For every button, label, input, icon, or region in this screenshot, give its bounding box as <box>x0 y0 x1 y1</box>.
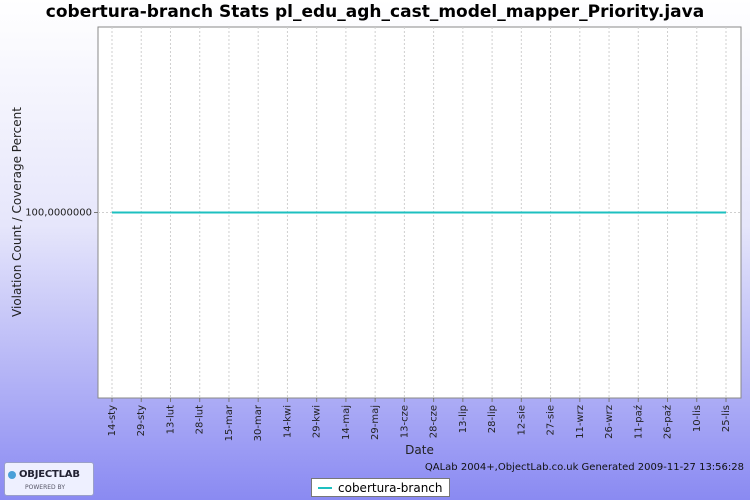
y-tick-label: 100,0000000 <box>25 208 92 219</box>
objectlab-logo: OBJECTLAB POWERED BY <box>4 462 94 496</box>
chart-title: cobertura-branch Stats pl_edu_agh_cast_m… <box>45 2 705 22</box>
x-tick-label: 29-kwi <box>312 405 323 438</box>
x-tick-label: 26-wrz <box>604 405 615 439</box>
legend-swatch <box>318 486 332 489</box>
x-tick-label: 13-cze <box>399 405 410 438</box>
x-tick-label: 25-lis <box>721 405 732 432</box>
logo-tagline: POWERED BY <box>25 484 66 491</box>
x-tick-label: 10-lis <box>692 405 703 432</box>
x-tick-label: 15-mar <box>224 404 235 441</box>
x-tick-label: 11-paź <box>632 405 644 439</box>
x-tick-label: 29-sty <box>136 405 147 436</box>
generated-footer: QALab 2004+,ObjectLab.co.uk Generated 20… <box>424 462 744 473</box>
x-axis-label: Date <box>405 443 434 457</box>
legend-label: cobertura-branch <box>338 480 443 495</box>
x-axis-ticks: 14-sty 29-sty 13-lut 28-lut 15-mar 30-mar 14-k… <box>107 398 732 441</box>
logo-dot-icon <box>8 471 16 479</box>
x-tick-label: 12-sie <box>516 405 527 435</box>
x-tick-label: 26-paź <box>662 405 674 439</box>
x-tick-label: 27-sie <box>546 405 557 435</box>
x-tick-label: 14-sty <box>107 405 118 436</box>
x-tick-label: 28-lut <box>195 405 206 434</box>
x-tick-label: 14-maj <box>341 405 352 440</box>
logo-name: OBJECTLAB <box>19 469 80 480</box>
x-tick-label: 29-maj <box>370 405 381 440</box>
x-tick-label: 11-wrz <box>575 405 586 439</box>
x-tick-label: 28-lip <box>487 405 498 433</box>
x-tick-label: 13-lip <box>458 405 469 433</box>
y-axis-label: Violation Count / Coverage Percent <box>10 107 24 317</box>
x-tick-label: 13-lut <box>165 405 176 434</box>
x-tick-label: 28-cze <box>429 405 440 438</box>
y-axis-ticks: 100,0000000 <box>25 208 98 219</box>
x-tick-label: 14-kwi <box>282 405 293 438</box>
x-tick-label: 30-mar <box>253 404 264 441</box>
legend: cobertura-branch <box>311 478 450 497</box>
